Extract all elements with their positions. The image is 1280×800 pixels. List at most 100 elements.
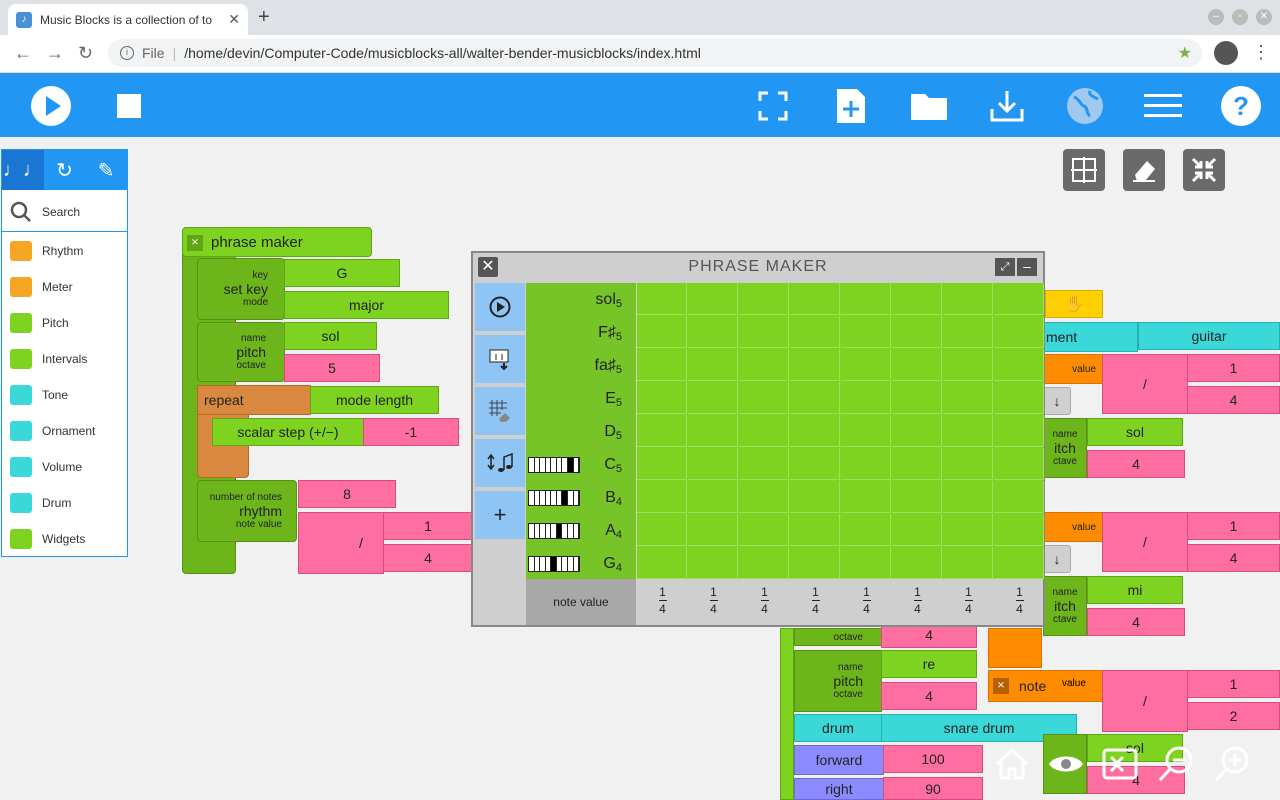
phrase-maker-block[interactable]: phrase maker: [182, 227, 372, 257]
grid-cell[interactable]: [637, 316, 687, 348]
rhythm-block[interactable]: number of notes rhythm note value: [197, 480, 297, 542]
re-oct-block[interactable]: 4: [881, 682, 977, 710]
grid-cell[interactable]: [739, 514, 789, 546]
grid-cell[interactable]: [637, 349, 687, 381]
grid-cell[interactable]: [994, 316, 1044, 348]
grid-cell[interactable]: [892, 316, 942, 348]
note-block-2[interactable]: value: [1043, 512, 1103, 542]
right-value-block[interactable]: 90: [883, 777, 983, 800]
r4-oct-block[interactable]: 4: [1087, 608, 1185, 636]
grid-button[interactable]: [1063, 149, 1105, 191]
artwork-tab-icon[interactable]: ✎: [97, 159, 115, 182]
grid-cell[interactable]: [688, 547, 738, 579]
grid-cell[interactable]: [637, 481, 687, 513]
show-hide-button[interactable]: [1044, 742, 1088, 786]
browser-menu-icon[interactable]: ⋮: [1252, 42, 1270, 62]
grid-cell[interactable]: [892, 481, 942, 513]
grid-cell[interactable]: [637, 547, 687, 579]
grid-cell[interactable]: [790, 316, 840, 348]
grid-cell[interactable]: [943, 316, 993, 348]
r5-den-block[interactable]: 2: [1187, 702, 1280, 730]
r3-num-block[interactable]: 1: [1187, 512, 1280, 540]
grid-cell[interactable]: [688, 283, 738, 315]
r2-name-block[interactable]: sol: [1087, 418, 1183, 446]
grid-cell[interactable]: [637, 382, 687, 414]
grid-cell[interactable]: [637, 415, 687, 447]
pm-play-button[interactable]: [475, 283, 525, 333]
forward-value-block[interactable]: 100: [883, 745, 983, 773]
grid-cell[interactable]: [943, 382, 993, 414]
new-tab-button[interactable]: +: [258, 6, 270, 28]
expand-icon[interactable]: ⤢: [995, 258, 1015, 276]
set-key-block[interactable]: key set key mode: [197, 258, 285, 320]
close-icon[interactable]: ✕: [478, 257, 498, 277]
phrase-maker-title[interactable]: PHRASE MAKER: [688, 258, 828, 275]
grid-cell[interactable]: [943, 349, 993, 381]
drum-block[interactable]: drum: [794, 714, 882, 742]
grid-cell[interactable]: [790, 481, 840, 513]
pm-sort-button[interactable]: [475, 439, 525, 489]
grid-cell[interactable]: [790, 283, 840, 315]
grid-cell[interactable]: [994, 448, 1044, 480]
mode-length-block[interactable]: mode length: [310, 386, 439, 414]
pitch-block-3[interactable]: name itch ctave: [1043, 576, 1087, 636]
minimize-widget-icon[interactable]: –: [1017, 258, 1037, 276]
grid-cell[interactable]: [637, 448, 687, 480]
grid-cell[interactable]: [841, 547, 891, 579]
rhythm-den-block[interactable]: 4: [383, 544, 473, 572]
r1-num-block[interactable]: 1: [1187, 354, 1280, 382]
grid-cell[interactable]: [892, 349, 942, 381]
grid-cell[interactable]: [688, 448, 738, 480]
grid-cell[interactable]: [841, 382, 891, 414]
grid-cell[interactable]: [841, 415, 891, 447]
rhythm-num-block[interactable]: 1: [383, 512, 473, 540]
r1-den-block[interactable]: 4: [1187, 386, 1280, 414]
pitch-block-re[interactable]: name pitch octave: [794, 650, 882, 712]
grid-cell[interactable]: [739, 349, 789, 381]
grid-cell[interactable]: [739, 481, 789, 513]
palette-item-tone[interactable]: Tone: [2, 377, 127, 413]
arrow-block-2[interactable]: ↓: [1043, 545, 1071, 573]
collapse-button[interactable]: [1183, 149, 1225, 191]
grid-cell[interactable]: [688, 481, 738, 513]
note-block-1[interactable]: value: [1043, 354, 1103, 384]
rhythm-count-block[interactable]: 8: [298, 480, 396, 508]
grid-cell[interactable]: [994, 481, 1044, 513]
browser-tab[interactable]: ♪ Music Blocks is a collection of to ✕: [8, 4, 248, 35]
grid-cell[interactable]: [892, 514, 942, 546]
window-close-icon[interactable]: ✕: [1256, 9, 1272, 25]
grid-cell[interactable]: [739, 382, 789, 414]
grid-cell[interactable]: [994, 415, 1044, 447]
grid-cell[interactable]: [841, 316, 891, 348]
set-instrument-block[interactable]: ment: [1043, 322, 1138, 352]
grid-cell[interactable]: [790, 547, 840, 579]
re-name-block[interactable]: re: [881, 650, 977, 678]
save-button[interactable]: [985, 84, 1029, 128]
planet-button[interactable]: [1063, 84, 1107, 128]
grid-cell[interactable]: [943, 514, 993, 546]
url-input[interactable]: i File | /home/devin/Computer-Code/music…: [108, 39, 1202, 67]
grid-cell[interactable]: [994, 514, 1044, 546]
grid-cell[interactable]: [739, 448, 789, 480]
bookmark-star-icon[interactable]: ★: [1177, 45, 1192, 62]
divide-block[interactable]: /: [298, 512, 384, 574]
back-icon[interactable]: ←: [14, 43, 32, 63]
right-block[interactable]: right: [794, 778, 884, 800]
octave-partial-block[interactable]: octave: [794, 628, 882, 646]
maximize-icon[interactable]: ▫: [1232, 9, 1248, 25]
r4-name-block[interactable]: mi: [1087, 576, 1183, 604]
grid-cell[interactable]: [892, 283, 942, 315]
forward-icon[interactable]: →: [46, 43, 64, 63]
collapse-blocks-button[interactable]: [1098, 742, 1142, 786]
forward-block[interactable]: forward: [794, 745, 884, 775]
instrument-value-block[interactable]: guitar: [1138, 322, 1280, 350]
help-button[interactable]: ?: [1219, 84, 1263, 128]
grid-cell[interactable]: [943, 415, 993, 447]
